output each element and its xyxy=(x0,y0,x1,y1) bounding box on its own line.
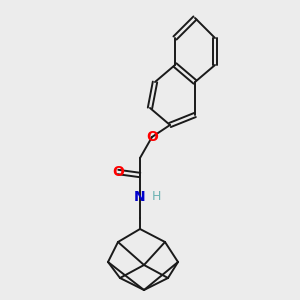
Text: H: H xyxy=(151,190,161,203)
Text: O: O xyxy=(112,165,124,179)
Text: N: N xyxy=(134,190,146,204)
Text: O: O xyxy=(146,130,158,144)
